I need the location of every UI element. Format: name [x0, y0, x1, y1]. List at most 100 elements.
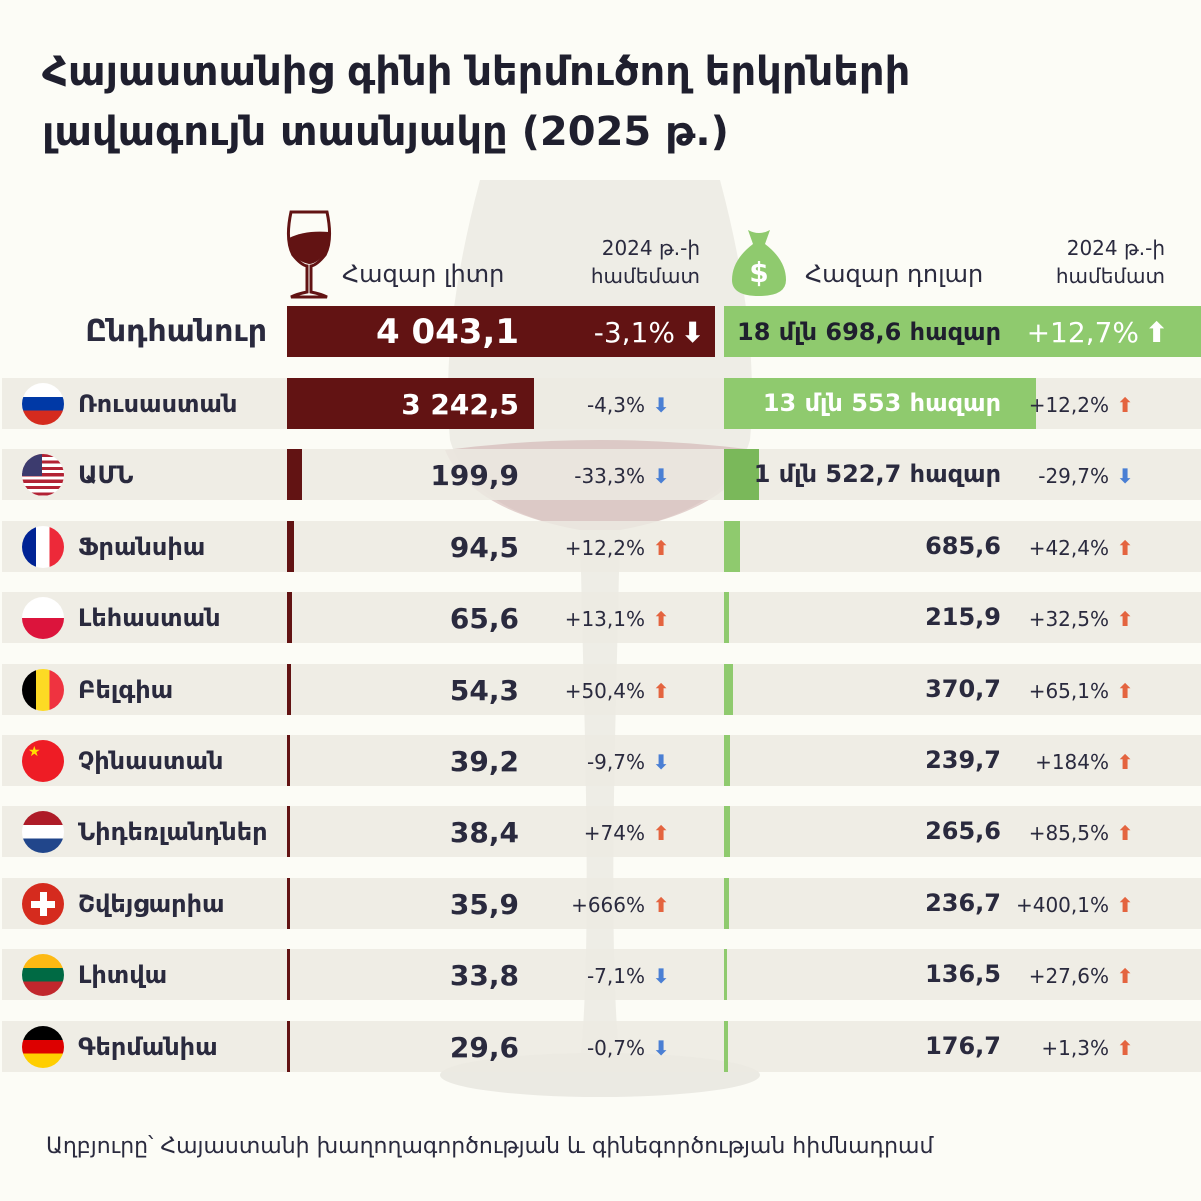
arrow-up-icon: ⬆ — [652, 678, 670, 703]
liters-change: +666% ⬆ — [571, 892, 670, 917]
flag-switzerland-icon — [22, 882, 64, 925]
total-dollars-bar — [724, 306, 1201, 357]
page-title: Հայաստանից գինի ներմուծող երկրների լավագ… — [42, 49, 911, 155]
liters-bar — [287, 378, 535, 429]
table-row: Բելգիա 54,3 +50,4% ⬆ 370,7 +65,1% ⬆ — [2, 663, 1201, 715]
dollars-header: Հազար դոլար — [805, 260, 984, 288]
country-name: Ֆրանսիա — [78, 532, 206, 561]
dollars-value: 215,9 — [925, 603, 1001, 632]
flag-russia-icon — [22, 383, 64, 425]
dollars-value: 265,6 — [925, 817, 1001, 846]
money-bag-icon: $ — [732, 230, 786, 296]
table-row: Ռուսաստան 3 242,5 -4,3% ⬇ 13 մլն 553 հազա… — [2, 378, 1201, 429]
total-dollars-change: +12,7% ⬆ — [1026, 316, 1169, 349]
dollars-bar — [724, 520, 740, 572]
dollars-value: 685,6 — [925, 531, 1001, 560]
arrow-down-icon: ⬇ — [681, 316, 705, 349]
flag-germany-icon — [22, 1025, 64, 1068]
liters-value: 29,6 — [449, 1030, 519, 1064]
dollars-change: +12,2% ⬆ — [1028, 393, 1134, 417]
arrow-up-icon: ⬆ — [1116, 535, 1134, 560]
dollars-value: 13 մլն 553 հազար — [762, 389, 1001, 417]
arrow-up-icon: ⬆ — [1116, 1035, 1134, 1060]
liters-value: 39,2 — [449, 745, 519, 778]
liters-bar — [287, 806, 290, 858]
dollars-value: 136,5 — [925, 960, 1001, 989]
table-row: Լեհաստան 65,6 +13,1% ⬆ 215,9 +32,5% ⬆ — [2, 592, 1201, 644]
dollars-value: 239,7 — [925, 746, 1001, 774]
arrow-down-icon: ⬇ — [652, 750, 670, 774]
arrow-up-icon: ⬆ — [1116, 821, 1134, 846]
dollars-compare-header: 2024 թ.-ի համեմատ — [1056, 234, 1165, 290]
dollars-bar — [724, 663, 733, 715]
liters-change: +13,1% ⬆ — [564, 607, 670, 632]
liters-change: +50,4% ⬆ — [564, 678, 670, 703]
dollars-change: +42,4% ⬆ — [1028, 535, 1134, 560]
liters-bar — [287, 949, 290, 1001]
total-label: Ընդհանուր — [85, 314, 267, 349]
country-name: ԱՄՆ — [78, 461, 134, 490]
liters-value: 3 242,5 — [401, 388, 519, 421]
country-name: Լեհաստան — [78, 604, 221, 633]
arrow-up-icon: ⬆ — [652, 892, 670, 917]
arrow-up-icon: ⬆ — [652, 607, 670, 632]
country-name: Բելգիա — [78, 675, 174, 704]
dollars-change: +32,5% ⬆ — [1028, 607, 1134, 632]
dollars-value: 236,7 — [925, 888, 1001, 917]
liters-bar — [287, 877, 290, 929]
liters-change: +74% ⬆ — [583, 821, 670, 846]
dollars-change: +27,6% ⬆ — [1028, 964, 1134, 989]
liters-value: 65,6 — [449, 602, 519, 636]
liters-change: -4,3% ⬇ — [586, 393, 670, 417]
dollars-change: +1,3% ⬆ — [1041, 1035, 1134, 1060]
liters-change: -33,3% ⬇ — [574, 464, 670, 489]
svg-text:$: $ — [749, 256, 768, 289]
table-row: Ֆրանսիա 94,5 +12,2% ⬆ 685,6 +42,4% ⬆ — [2, 520, 1201, 572]
total-liters-change: -3,1% ⬇ — [593, 316, 705, 349]
liters-change: -0,7% ⬇ — [586, 1035, 670, 1060]
country-name: Չինաստան — [78, 747, 224, 775]
flag-belgium-icon — [22, 668, 64, 711]
liters-bar — [287, 592, 292, 644]
arrow-up-icon: ⬆ — [1116, 892, 1134, 917]
total-liters-value: 4 043,1 — [375, 312, 519, 352]
compare-line1: 2024 թ.-ի — [601, 236, 700, 260]
dollars-change: -29,7% ⬇ — [1038, 464, 1134, 489]
compare-line2: համեմատ — [1055, 264, 1165, 288]
dollars-change: +184% ⬆ — [1035, 750, 1134, 774]
liters-bar — [287, 735, 290, 786]
arrow-up-icon: ⬆ — [1116, 393, 1134, 417]
arrow-down-icon: ⬇ — [652, 393, 670, 417]
arrow-down-icon: ⬇ — [652, 964, 670, 989]
liters-bar — [287, 520, 295, 572]
flag-poland-icon — [22, 597, 64, 640]
liters-header: Հազար լիտր — [342, 260, 505, 288]
arrow-down-icon: ⬇ — [652, 464, 670, 489]
liters-value: 33,8 — [449, 959, 519, 993]
arrow-up-icon: ⬆ — [1116, 750, 1134, 774]
dollars-bar — [724, 592, 729, 644]
country-name: Ռուսաստան — [78, 390, 238, 418]
compare-line2: համեմատ — [590, 264, 700, 288]
total-liters-bar — [287, 306, 715, 357]
liters-change: +12,2% ⬆ — [564, 535, 670, 560]
compare-line1: 2024 թ.-ի — [1066, 236, 1165, 260]
liters-bar — [287, 663, 292, 715]
dollars-change: +400,1% ⬆ — [1015, 892, 1134, 917]
arrow-up-icon: ⬆ — [1145, 316, 1169, 349]
dollars-bar — [724, 735, 730, 786]
country-name: Շվեյցարիա — [78, 889, 225, 918]
table-row: Լիտվա 33,8 -7,1% ⬇ 136,5 +27,6% ⬆ — [2, 949, 1201, 1001]
arrow-up-icon: ⬆ — [652, 821, 670, 846]
table-row: Գերմանիա 29,6 -0,7% ⬇ 176,7 +1,3% ⬆ — [2, 1020, 1201, 1072]
liters-change: -7,1% ⬇ — [586, 964, 670, 989]
country-name: Լիտվա — [78, 961, 168, 990]
liters-value: 54,3 — [449, 673, 519, 707]
arrow-up-icon: ⬆ — [1116, 607, 1134, 632]
total-row: Ընդհանուր 4 043,1 -3,1% ⬇ 18 մլն 698,6 հա… — [0, 306, 1201, 357]
dollars-bar — [724, 449, 760, 501]
arrow-up-icon: ⬆ — [1116, 678, 1134, 703]
liters-value: 38,4 — [449, 816, 519, 850]
liters-value: 199,9 — [430, 459, 519, 493]
